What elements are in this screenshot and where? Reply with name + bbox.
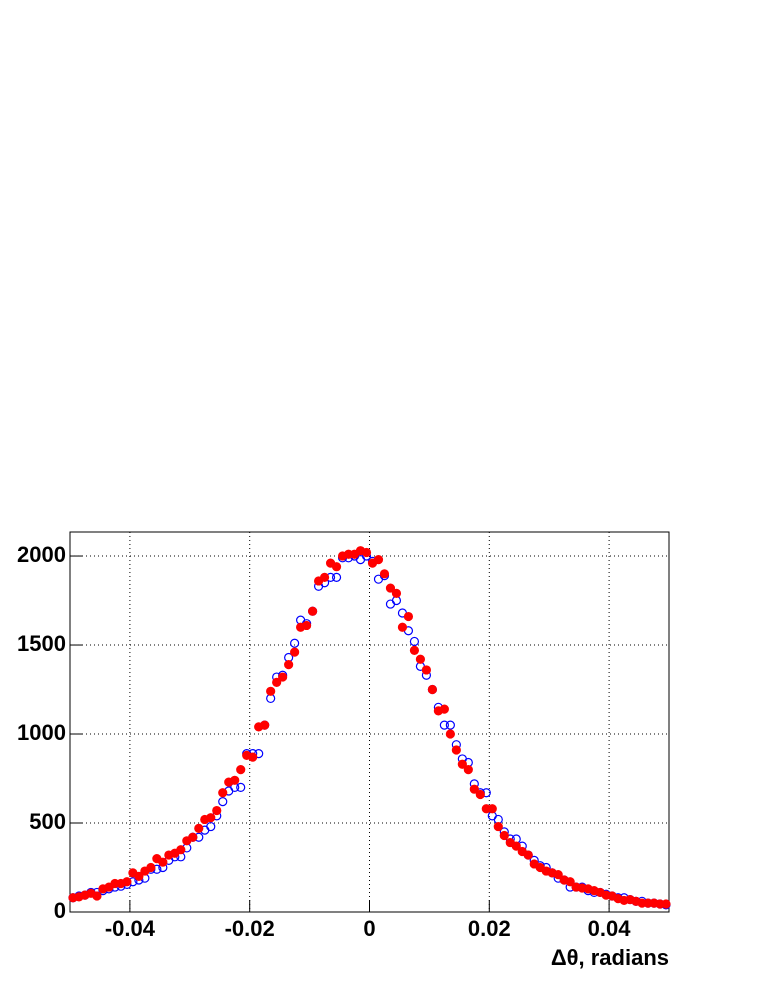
data-point xyxy=(439,720,449,730)
data-point xyxy=(218,797,228,807)
data-point xyxy=(463,765,473,775)
data-point xyxy=(158,857,168,867)
x-tick-label: 0.04 xyxy=(588,916,632,941)
data-point xyxy=(236,782,246,793)
data-point xyxy=(379,569,390,579)
x-tick-label: -0.04 xyxy=(105,916,156,941)
data-point xyxy=(445,720,455,730)
y-tick-label: 1000 xyxy=(17,720,66,745)
data-point xyxy=(523,850,533,860)
y-tick-label: 1500 xyxy=(17,631,66,656)
data-point xyxy=(385,583,396,593)
data-point xyxy=(487,804,497,814)
x-axis-label: Δθ, radians xyxy=(551,945,669,970)
x-tick-label: 0.02 xyxy=(468,916,511,941)
data-point xyxy=(266,686,276,696)
data-point xyxy=(565,877,575,887)
data-point xyxy=(415,654,426,664)
data-point xyxy=(331,562,342,572)
data-point xyxy=(272,677,282,687)
data-point xyxy=(302,620,312,631)
data-point xyxy=(499,830,509,841)
y-tick-label: 2000 xyxy=(17,542,66,567)
data-point xyxy=(290,638,300,648)
data-point xyxy=(451,745,461,755)
data-point xyxy=(661,899,671,909)
data-point xyxy=(206,821,216,832)
data-point xyxy=(421,665,432,675)
data-point xyxy=(188,832,198,842)
data-point xyxy=(218,788,228,798)
data-point xyxy=(212,805,222,816)
data-point xyxy=(206,813,216,823)
data-point xyxy=(146,862,156,873)
data-point xyxy=(176,845,186,855)
data-point xyxy=(475,789,485,800)
data-point xyxy=(290,647,300,657)
data-point xyxy=(457,759,467,769)
data-point xyxy=(391,588,402,599)
data-point xyxy=(284,659,294,670)
data-point xyxy=(409,645,420,655)
data-point xyxy=(260,720,270,730)
data-point xyxy=(469,784,479,794)
y-tick-label: 0 xyxy=(54,898,66,923)
data-point xyxy=(194,823,204,833)
data-point xyxy=(385,599,396,609)
data-point xyxy=(403,611,414,622)
data-point xyxy=(278,672,288,682)
x-tick-label: 0 xyxy=(363,916,375,941)
data-point xyxy=(373,554,384,565)
data-point xyxy=(493,821,503,832)
x-tick-label: -0.02 xyxy=(225,916,275,941)
data-point xyxy=(134,871,144,882)
data-point xyxy=(427,684,437,695)
data-point xyxy=(230,775,240,785)
data-point xyxy=(307,606,318,616)
data-point xyxy=(319,572,330,582)
data-point xyxy=(331,572,342,582)
data-point xyxy=(409,636,420,647)
data-point xyxy=(122,877,132,887)
data-point xyxy=(511,841,521,851)
data-point xyxy=(553,870,563,880)
y-tick-label: 500 xyxy=(29,809,66,834)
data-point xyxy=(236,765,246,775)
data-point xyxy=(92,891,102,901)
data-point xyxy=(445,729,455,739)
data-point xyxy=(439,704,449,714)
data-point xyxy=(397,622,408,632)
data-point xyxy=(248,752,258,762)
data-point xyxy=(361,547,372,558)
